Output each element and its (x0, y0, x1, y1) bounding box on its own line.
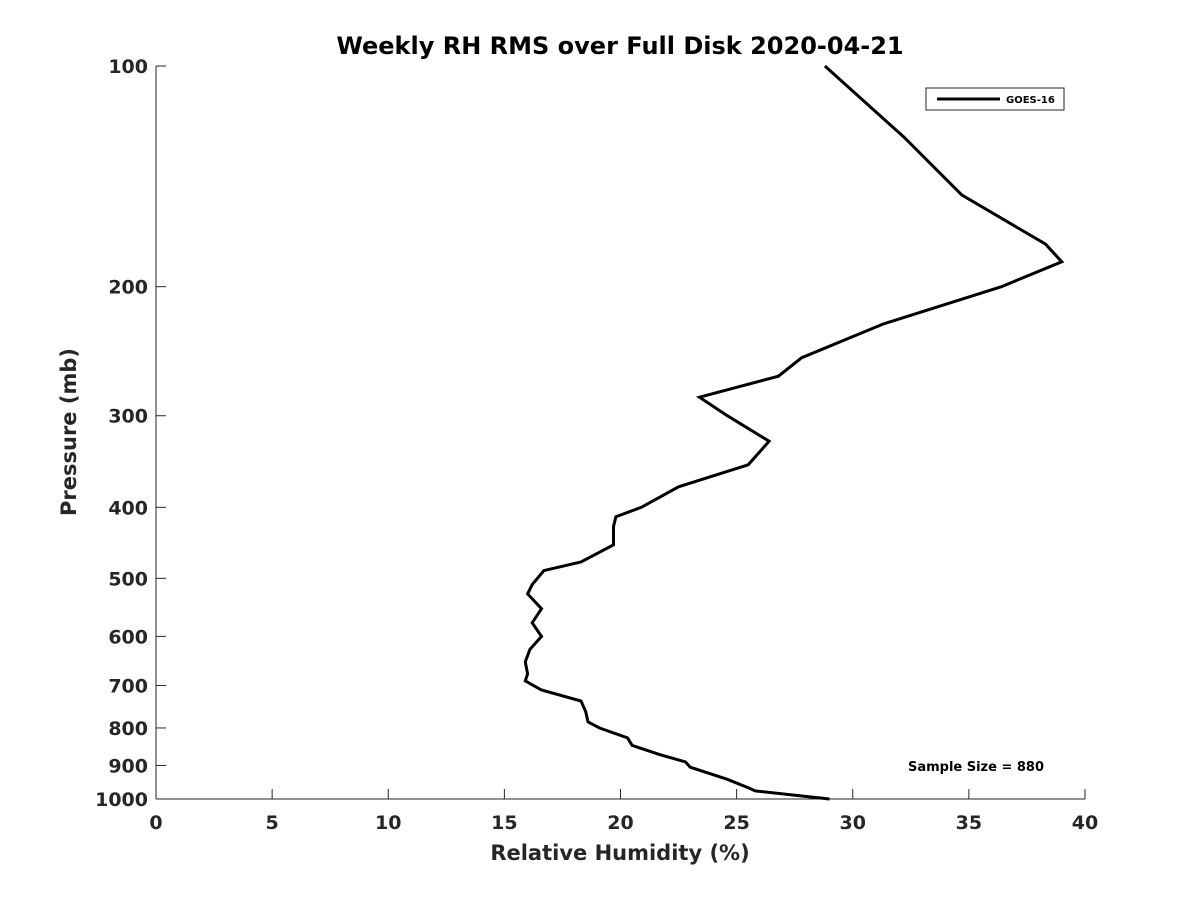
x-tick-label: 25 (723, 812, 749, 834)
y-tick-label: 200 (108, 277, 148, 299)
y-tick-label: 700 (108, 675, 148, 697)
x-axis-label: Relative Humidity (%) (490, 841, 749, 865)
y-tick-label: 900 (108, 755, 148, 777)
x-tick-label: 5 (266, 812, 279, 834)
series-line-goes-16 (523, 64, 1065, 801)
x-tick-label: 30 (840, 812, 866, 834)
y-tick-label: 1000 (95, 789, 148, 811)
y-tick-label: 400 (108, 497, 148, 519)
x-tick-label: 0 (149, 812, 162, 834)
y-ticks: 100 200 300 400 500 600 700 800 900 1000 (95, 56, 166, 811)
y-tick-label: 800 (108, 718, 148, 740)
x-tick-label: 35 (956, 812, 982, 834)
y-tick-label: 600 (108, 626, 148, 648)
x-tick-label: 10 (375, 812, 401, 834)
y-tick-label: 500 (108, 568, 148, 590)
x-tick-label: 20 (607, 812, 633, 834)
y-tick-label: 100 (108, 56, 148, 78)
legend-label: GOES-16 (1006, 95, 1055, 106)
sample-size-annotation: Sample Size = 880 (908, 760, 1044, 775)
x-tick-label: 40 (1072, 812, 1098, 834)
y-tick-label: 300 (108, 406, 148, 428)
y-axis-label: Pressure (mb) (57, 348, 81, 516)
x-ticks: 0 5 10 15 20 25 30 35 40 (149, 789, 1098, 834)
legend: GOES-16 (925, 87, 1065, 111)
chart-title: Weekly RH RMS over Full Disk 2020-04-21 (336, 32, 903, 60)
x-tick-label: 15 (491, 812, 517, 834)
